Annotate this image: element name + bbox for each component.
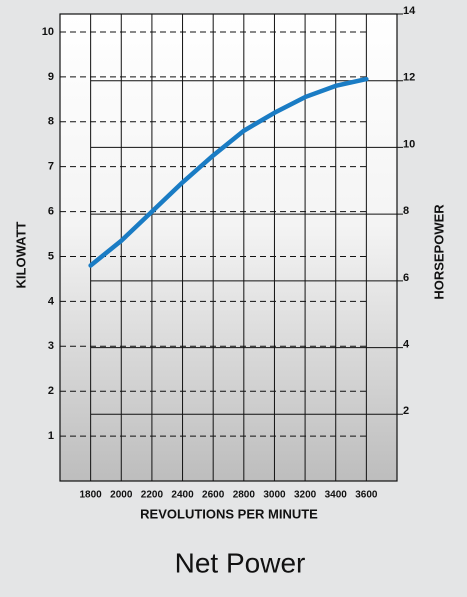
x-axis-label: REVOLUTIONS PER MINUTE — [140, 506, 318, 521]
y-tick-label: 7 — [48, 161, 54, 173]
y-tick-label: 2 — [48, 385, 54, 397]
x-tick-label: 3200 — [294, 490, 317, 501]
x-tick-label: 2000 — [110, 490, 133, 501]
y-tick-label: 5 — [48, 250, 54, 262]
x-tick-label: 3400 — [325, 490, 348, 501]
y2-tick-label: 12 — [403, 72, 415, 84]
data-line — [88, 76, 369, 268]
x-tick-label: 3000 — [263, 490, 286, 501]
y-tick-label: 8 — [48, 116, 54, 128]
x-tick-label: 1800 — [80, 490, 103, 501]
x-tick-label: 2400 — [171, 490, 194, 501]
y-tick-label: 3 — [48, 340, 54, 352]
x-tick-label: 2600 — [202, 490, 225, 501]
y-tick-label: 4 — [48, 295, 55, 307]
y-tick-label: 6 — [48, 205, 54, 217]
x-tick-label: 2800 — [233, 490, 256, 501]
x-tick-label: 2200 — [141, 490, 164, 501]
y2-tick-label: 2 — [403, 405, 409, 417]
chart-title: Net Power — [175, 547, 306, 578]
y2-tick-label: 6 — [403, 272, 409, 284]
y-tick-label: 1 — [48, 430, 54, 442]
y2-tick-label: 14 — [403, 5, 416, 17]
y-axis-label: KILOWATT — [13, 221, 28, 288]
x-tick-label: 3600 — [355, 490, 378, 501]
y-tick-label: 10 — [42, 26, 54, 38]
y2-tick-label: 8 — [403, 205, 409, 217]
y-tick-label: 9 — [48, 71, 54, 83]
y2-tick-label: 10 — [403, 138, 415, 150]
y2-tick-label: 4 — [403, 338, 410, 350]
y2-axis-label: HORSEPOWER — [431, 204, 446, 300]
